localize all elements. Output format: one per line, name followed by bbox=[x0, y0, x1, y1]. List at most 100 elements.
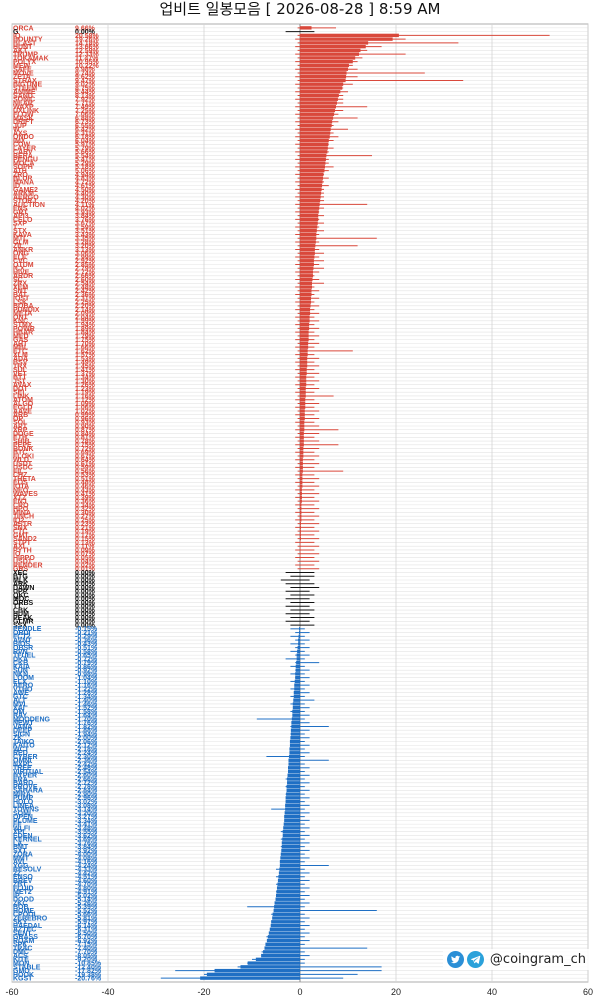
change-label: -1.28% bbox=[75, 690, 98, 697]
symbol-label: PENDLE bbox=[13, 626, 42, 633]
symbol-label: SNT bbox=[13, 288, 28, 295]
change-label: -3.69% bbox=[75, 837, 98, 844]
bar bbox=[300, 476, 303, 481]
bar bbox=[291, 717, 300, 721]
symbol-label: BOUNTY bbox=[13, 37, 43, 44]
bar bbox=[300, 289, 312, 293]
bar bbox=[300, 266, 314, 270]
symbol-label: XRP bbox=[13, 427, 28, 434]
symbol-label: WLFI bbox=[13, 825, 30, 832]
change-label: 8.75% bbox=[75, 85, 96, 92]
bar bbox=[300, 345, 309, 349]
bar bbox=[280, 852, 300, 856]
change-label: 0.41% bbox=[75, 491, 96, 498]
bar bbox=[285, 796, 300, 800]
symbol-label: IMX bbox=[13, 138, 26, 145]
change-label: 6.55% bbox=[75, 123, 96, 130]
bar bbox=[272, 916, 300, 920]
change-label: 3.84% bbox=[75, 213, 96, 220]
symbol-label: AVNT bbox=[13, 637, 32, 644]
bar bbox=[300, 506, 302, 511]
symbol-label: IO bbox=[13, 551, 21, 558]
bar bbox=[300, 123, 332, 128]
bar bbox=[300, 229, 317, 233]
bar bbox=[263, 950, 300, 954]
bar-series bbox=[160, 26, 550, 980]
bar bbox=[247, 961, 300, 965]
symbol-label: KAVA bbox=[13, 232, 32, 239]
bar bbox=[300, 304, 311, 308]
bar bbox=[300, 375, 307, 379]
symbol-label: CYBER bbox=[13, 754, 38, 761]
bar bbox=[271, 920, 300, 924]
symbol-label: GRT bbox=[13, 209, 29, 216]
bar bbox=[300, 536, 301, 541]
symbol-label: FLUID bbox=[13, 885, 34, 892]
bar bbox=[300, 191, 322, 195]
change-label: -2.30% bbox=[75, 754, 98, 761]
symbol-label: BTC bbox=[13, 450, 27, 457]
change-label: 0.46% bbox=[75, 483, 96, 490]
bar bbox=[300, 521, 301, 526]
change-label: 12.33% bbox=[75, 52, 100, 59]
change-label: -4.00% bbox=[75, 852, 98, 859]
symbol-label: STABLE bbox=[13, 964, 41, 971]
change-label: -3.55% bbox=[75, 829, 98, 836]
symbol-label: BTT bbox=[13, 375, 27, 382]
symbol-label: GMO bbox=[13, 968, 30, 975]
change-label: -5.97% bbox=[75, 919, 98, 926]
change-label: 0.34% bbox=[75, 502, 96, 509]
change-label: -4.51% bbox=[75, 874, 98, 881]
symbol-label: MVL bbox=[13, 701, 29, 708]
change-label: 1.75% bbox=[75, 337, 96, 344]
bar bbox=[276, 893, 300, 898]
change-label: -4.24% bbox=[75, 863, 98, 870]
symbol-label: ZEREBRO bbox=[13, 915, 48, 922]
bar bbox=[300, 86, 343, 90]
change-label: -0.65% bbox=[75, 653, 98, 660]
bar bbox=[300, 131, 331, 135]
bar bbox=[300, 473, 303, 477]
bar bbox=[300, 108, 336, 113]
change-label: 2.09% bbox=[75, 311, 96, 318]
bar bbox=[300, 187, 322, 192]
bar bbox=[300, 394, 306, 398]
bar bbox=[214, 968, 300, 973]
bar bbox=[286, 792, 300, 796]
change-label: 13.66% bbox=[75, 44, 100, 51]
bar bbox=[300, 330, 309, 334]
change-label: 3.43% bbox=[75, 232, 96, 239]
bar bbox=[288, 766, 300, 770]
symbol-label: W bbox=[13, 127, 20, 134]
symbol-label: POWR bbox=[13, 326, 35, 333]
symbol-label: STRAX bbox=[13, 78, 37, 85]
bar bbox=[300, 232, 317, 237]
symbol-label: USDC bbox=[13, 465, 33, 472]
bar bbox=[300, 450, 304, 454]
bar bbox=[276, 886, 300, 890]
change-label: 2.92% bbox=[75, 258, 96, 265]
change-label: 4.83% bbox=[75, 176, 96, 183]
change-label: -4.80% bbox=[75, 885, 98, 892]
bar bbox=[300, 247, 315, 252]
bar bbox=[264, 946, 300, 950]
bar bbox=[300, 165, 325, 169]
twitter-icon bbox=[446, 951, 464, 968]
symbol-label: MOC bbox=[13, 596, 29, 603]
symbol-label: PUMP bbox=[13, 795, 34, 802]
symbol-label: OMNI bbox=[13, 758, 31, 765]
change-label: 10.22% bbox=[75, 63, 100, 70]
bar bbox=[270, 923, 300, 928]
bar bbox=[300, 93, 339, 98]
change-label: 2.42% bbox=[75, 288, 96, 295]
bar bbox=[300, 244, 316, 248]
symbol-label: PLUME bbox=[13, 818, 38, 825]
chart-title: 업비트 일봉모음 [ 2026-08-28 ] 8:59 AM bbox=[160, 0, 441, 18]
symbol-label: ROAM bbox=[13, 938, 35, 945]
symbol-label: PENGU bbox=[13, 157, 38, 164]
bar bbox=[297, 649, 300, 654]
symbol-label: ERA bbox=[13, 776, 28, 783]
bar bbox=[285, 799, 300, 804]
change-label: -2.54% bbox=[75, 769, 98, 776]
